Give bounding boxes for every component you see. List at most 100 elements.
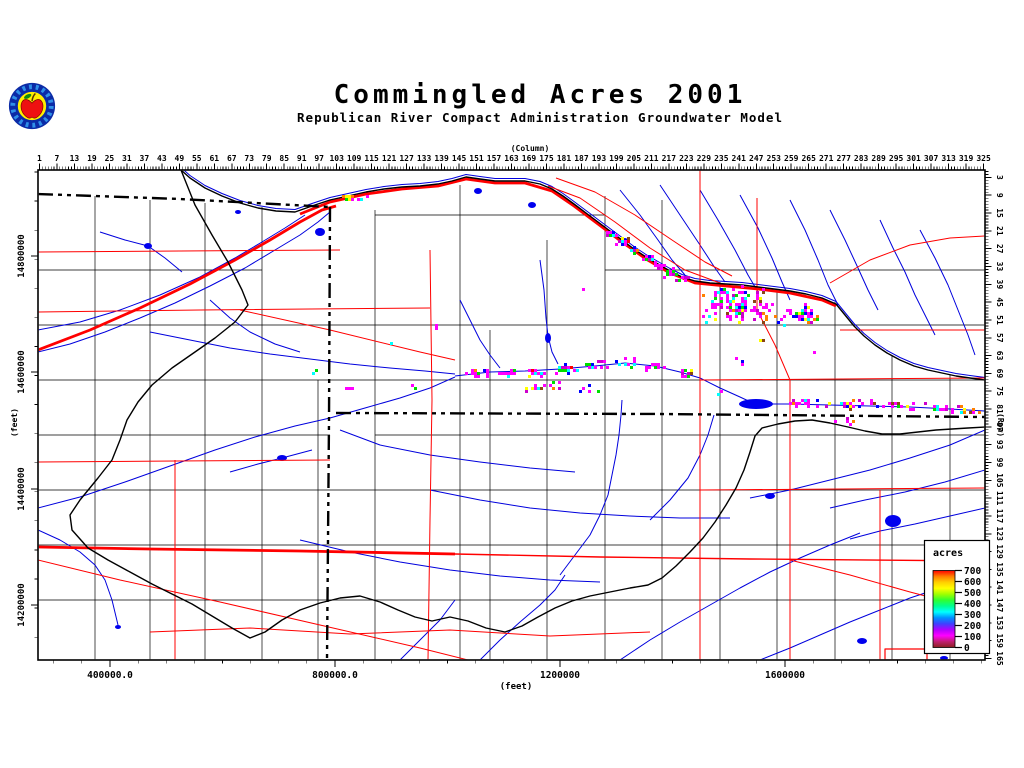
svg-text:111: 111: [995, 491, 1004, 506]
svg-text:7: 7: [55, 154, 60, 163]
svg-text:153: 153: [995, 616, 1004, 631]
svg-text:51: 51: [995, 315, 1004, 325]
svg-text:37: 37: [140, 154, 150, 163]
svg-text:75: 75: [995, 386, 1004, 396]
svg-text:159: 159: [995, 633, 1004, 648]
svg-text:105: 105: [995, 473, 1004, 488]
svg-text:205: 205: [627, 154, 642, 163]
svg-text:63: 63: [995, 351, 1004, 361]
south-highway: [38, 545, 456, 556]
nw-highway: [38, 204, 337, 352]
svg-text:145: 145: [452, 154, 467, 163]
platte-river: [180, 170, 985, 378]
plot-title: Commingled Acres 2001: [333, 80, 747, 110]
svg-text:187: 187: [574, 154, 589, 163]
svg-text:247: 247: [749, 154, 764, 163]
svg-text:193: 193: [592, 154, 607, 163]
column-axis-title: (Column): [510, 144, 550, 153]
svg-text:181: 181: [557, 154, 572, 163]
svg-text:61: 61: [209, 154, 219, 163]
svg-text:acres: acres: [933, 548, 963, 559]
svg-text:175: 175: [539, 154, 554, 163]
svg-text:123: 123: [995, 527, 1004, 542]
svg-text:800000.0: 800000.0: [312, 670, 358, 681]
svg-text:400: 400: [964, 599, 981, 610]
svg-text:27: 27: [995, 244, 1004, 254]
svg-text:229: 229: [697, 154, 712, 163]
svg-text:223: 223: [679, 154, 694, 163]
svg-text:0: 0: [964, 643, 970, 654]
svg-text:121: 121: [382, 154, 397, 163]
platte-highway: [299, 177, 837, 308]
svg-text:55: 55: [192, 154, 202, 163]
svg-text:199: 199: [609, 154, 624, 163]
svg-text:1: 1: [37, 154, 42, 163]
svg-text:31: 31: [122, 154, 132, 163]
svg-text:700: 700: [964, 566, 981, 577]
svg-text:325: 325: [976, 154, 991, 163]
svg-text:307: 307: [924, 154, 939, 163]
svg-text:1600000: 1600000: [765, 670, 805, 681]
rrca-logo: [7, 81, 57, 131]
svg-text:109: 109: [347, 154, 362, 163]
y-feet-axis: 14800000 14600000 14400000 14200000: [17, 171, 38, 638]
svg-text:49: 49: [175, 154, 185, 163]
svg-text:67: 67: [227, 154, 237, 163]
lakes: [115, 188, 948, 660]
south-fork-river: [38, 376, 456, 509]
svg-text:25: 25: [105, 154, 115, 163]
rivers: [38, 170, 985, 660]
svg-text:85: 85: [279, 154, 289, 163]
ne-ks-border: [335, 411, 985, 419]
svg-text:135: 135: [995, 562, 1004, 577]
svg-text:9: 9: [995, 193, 1004, 198]
svg-text:14800000: 14800000: [17, 234, 27, 277]
svg-text:169: 169: [522, 154, 537, 163]
svg-text:21: 21: [995, 226, 1004, 236]
svg-text:300: 300: [964, 610, 981, 621]
svg-text:277: 277: [836, 154, 851, 163]
county-lines: [38, 185, 985, 660]
state-borders: [38, 192, 985, 660]
svg-text:200: 200: [964, 621, 981, 632]
svg-text:73: 73: [244, 154, 254, 163]
svg-text:217: 217: [662, 154, 677, 163]
svg-text:271: 271: [819, 154, 834, 163]
north-fork-river: [38, 214, 306, 331]
svg-text:127: 127: [399, 154, 414, 163]
svg-text:87: 87: [995, 422, 1004, 432]
commingled-acre-cells: [312, 195, 981, 426]
x-axis-title: (feet): [499, 682, 533, 692]
svg-text:289: 289: [871, 154, 886, 163]
svg-text:97: 97: [314, 154, 324, 163]
svg-text:500: 500: [964, 588, 981, 599]
svg-text:81: 81: [995, 404, 1004, 414]
svg-text:163: 163: [504, 154, 519, 163]
x-feet-axis: 400000.0 800000.0 1200000 1600000: [53, 660, 983, 681]
svg-text:57: 57: [995, 333, 1004, 343]
svg-text:151: 151: [469, 154, 484, 163]
svg-text:13: 13: [70, 154, 80, 163]
svg-text:45: 45: [995, 297, 1004, 307]
svg-text:117: 117: [995, 509, 1004, 524]
frenchman-creek: [149, 331, 456, 375]
svg-text:301: 301: [906, 154, 921, 163]
svg-text:313: 313: [941, 154, 956, 163]
svg-text:39: 39: [995, 280, 1004, 290]
svg-text:165: 165: [995, 651, 1004, 666]
svg-text:157: 157: [487, 154, 502, 163]
co-ks-border: [325, 206, 332, 660]
svg-text:259: 259: [784, 154, 799, 163]
svg-text:14600000: 14600000: [17, 350, 27, 393]
svg-text:69: 69: [995, 369, 1004, 379]
arikaree-river: [38, 211, 331, 353]
svg-text:115: 115: [364, 154, 379, 163]
svg-text:19: 19: [87, 154, 97, 163]
svg-text:400000.0: 400000.0: [87, 670, 133, 681]
svg-text:211: 211: [644, 154, 659, 163]
svg-text:14400000: 14400000: [17, 467, 27, 510]
harlan-county-lake: [739, 399, 773, 409]
